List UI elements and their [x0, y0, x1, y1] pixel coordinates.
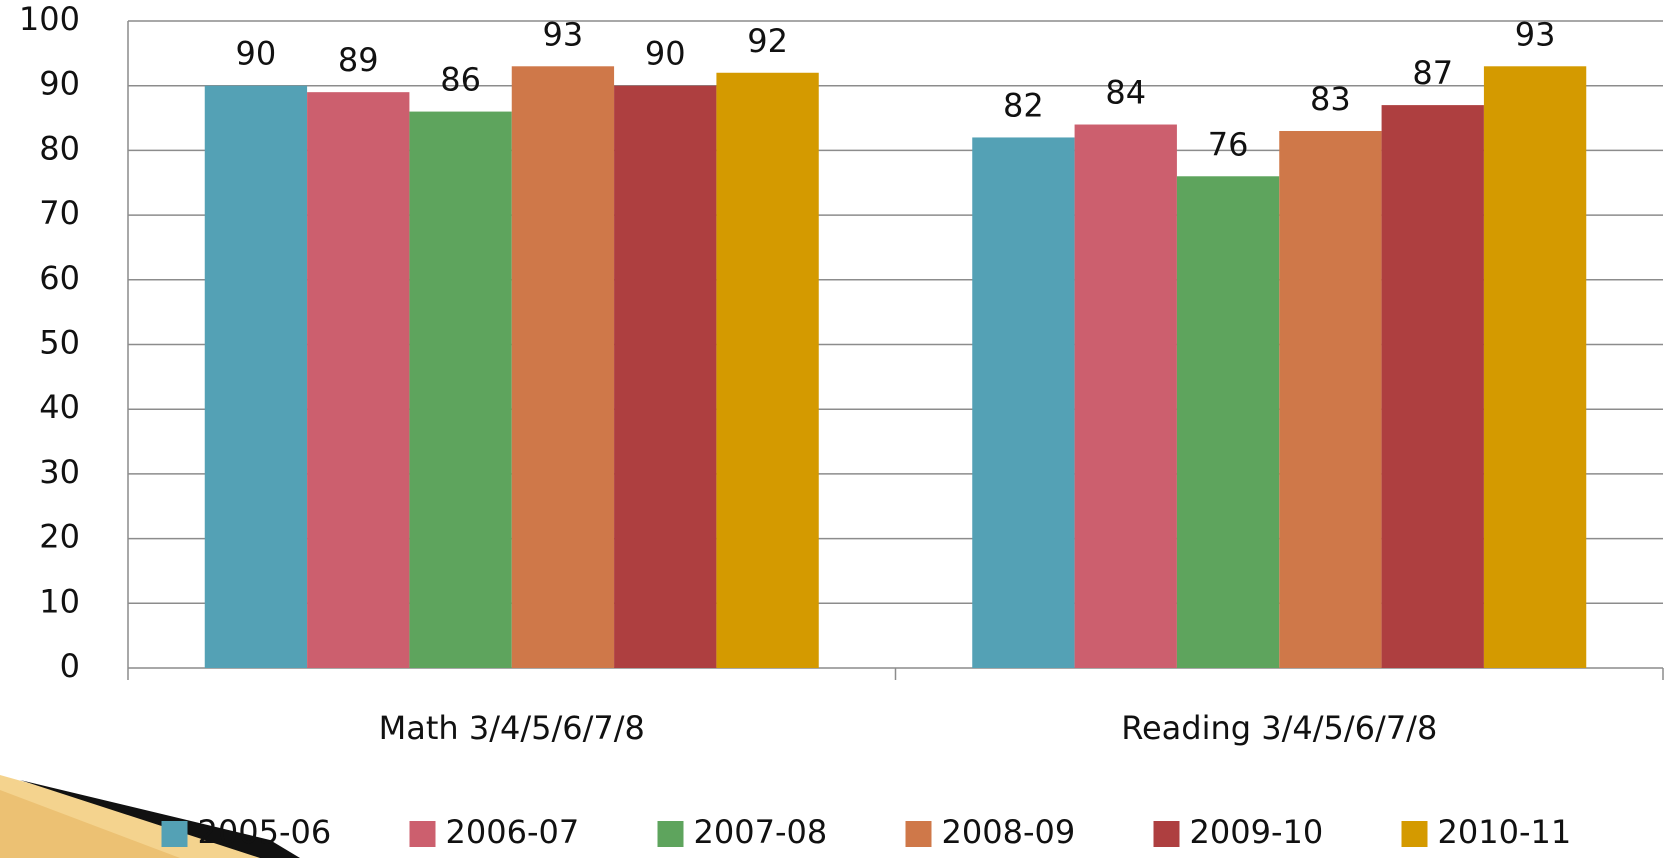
legend-swatch: [905, 821, 932, 847]
y-tick-label: 70: [39, 194, 80, 232]
legend-swatch: [409, 821, 436, 847]
value-label: 92: [747, 22, 788, 60]
legend-label: 2009-10: [1190, 813, 1324, 851]
bar: [972, 137, 1075, 668]
y-tick-label: 40: [39, 388, 80, 426]
legend-swatch: [161, 821, 188, 847]
bar: [409, 111, 512, 668]
value-label: 93: [1515, 15, 1556, 53]
decoration: [0, 775, 300, 858]
y-tick-label: 60: [39, 259, 80, 297]
legend-label: 2008-09: [942, 813, 1076, 851]
y-tick-label: 50: [39, 324, 80, 362]
y-tick-label: 0: [60, 647, 80, 685]
legend-label: 2005-06: [198, 813, 332, 851]
y-tick-label: 10: [39, 582, 80, 620]
legend-label: 2010-11: [1438, 813, 1572, 851]
y-tick-label: 100: [19, 0, 80, 38]
bar: [307, 92, 410, 669]
value-label: 89: [338, 41, 379, 79]
value-label: 83: [1310, 80, 1351, 118]
legend-label: 2006-07: [446, 813, 580, 851]
y-tick-label: 90: [39, 65, 80, 103]
legend-swatch: [1153, 821, 1180, 847]
bar: [1381, 105, 1484, 669]
bar: [716, 72, 819, 668]
legend-swatch: [1401, 821, 1428, 847]
bar: [1176, 176, 1280, 668]
value-label: 86: [440, 61, 481, 99]
value-label: 84: [1105, 74, 1146, 112]
x-tick-label: Reading 3/4/5/6/7/8: [1121, 709, 1437, 747]
value-label: 87: [1412, 54, 1453, 92]
legend-label: 2007-08: [694, 813, 828, 851]
bar: [1483, 66, 1587, 669]
value-label: 90: [236, 35, 277, 73]
value-label: 76: [1208, 125, 1249, 163]
legend-swatch: [657, 821, 684, 847]
value-label: 93: [543, 15, 584, 53]
bar: [614, 85, 717, 668]
bar: [204, 85, 308, 668]
y-tick-label: 20: [39, 518, 80, 556]
y-tick-label: 80: [39, 129, 80, 167]
bar: [1074, 124, 1177, 668]
value-label: 90: [645, 35, 686, 73]
x-tick-label: Math 3/4/5/6/7/8: [379, 709, 645, 747]
value-label: 82: [1003, 86, 1044, 124]
bar: [1279, 130, 1382, 669]
bar: [511, 66, 615, 669]
y-tick-label: 30: [39, 453, 80, 491]
